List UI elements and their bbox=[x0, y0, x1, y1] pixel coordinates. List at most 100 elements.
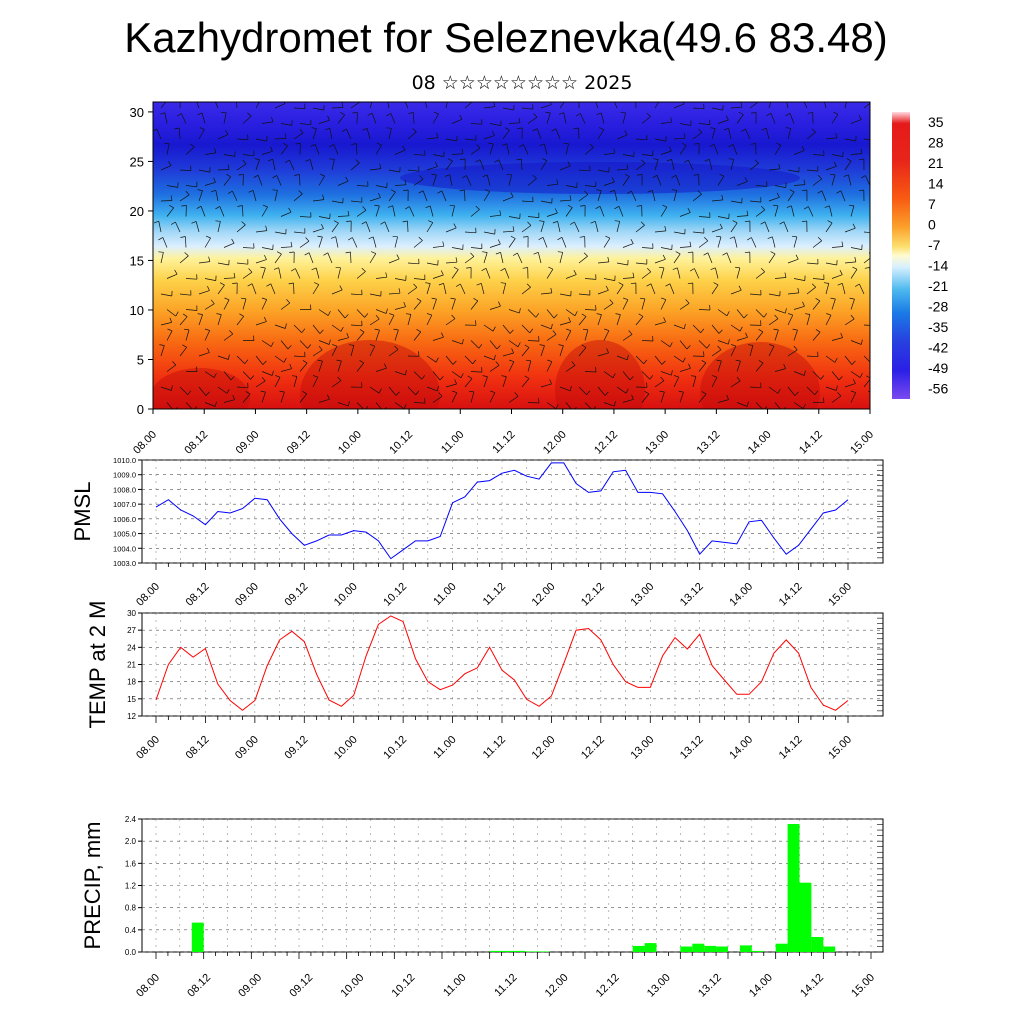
wind-barb bbox=[375, 185, 387, 188]
wind-barb bbox=[768, 196, 780, 202]
wind-barb bbox=[449, 174, 453, 186]
wind-barb-flag bbox=[716, 359, 722, 362]
wind-barb-flag bbox=[523, 236, 529, 238]
y-tick-label: 0.0 bbox=[125, 948, 137, 957]
wind-barb bbox=[578, 347, 587, 357]
wind-barb bbox=[464, 256, 475, 264]
wind-barb-flag bbox=[276, 251, 282, 255]
wind-barb-flag bbox=[244, 359, 249, 364]
wind-barb-flag bbox=[787, 313, 793, 316]
wind-barb-flag bbox=[433, 111, 439, 115]
wind-barb-flag bbox=[453, 266, 459, 270]
wind-barb bbox=[426, 386, 438, 392]
wind-barb-flag bbox=[289, 251, 295, 253]
wind-barb bbox=[356, 185, 369, 187]
wind-barb bbox=[546, 183, 558, 186]
wind-barb-flag bbox=[826, 313, 832, 316]
wind-barb-flag bbox=[206, 347, 210, 353]
wind-barb bbox=[219, 206, 225, 217]
wind-barb-flag bbox=[470, 98, 474, 101]
wind-barb bbox=[540, 221, 545, 233]
wind-barb bbox=[236, 386, 249, 389]
wind-barb bbox=[204, 278, 216, 281]
wind-barb bbox=[650, 283, 656, 295]
wind-barb-flag bbox=[441, 332, 444, 338]
wind-barb bbox=[470, 247, 482, 249]
wind-barb-flag bbox=[849, 297, 855, 300]
wind-barb-flag bbox=[438, 392, 443, 397]
wind-barb-flag bbox=[451, 314, 456, 319]
wind-barb bbox=[261, 299, 268, 310]
wind-barb bbox=[540, 324, 552, 330]
wind-barb bbox=[711, 349, 722, 357]
wind-barb-flag bbox=[760, 320, 762, 326]
wind-barb-flag bbox=[169, 317, 173, 323]
wind-barb-flag bbox=[632, 272, 635, 278]
wind-barb-flag bbox=[694, 143, 700, 145]
wind-barb-flag bbox=[182, 344, 187, 348]
wind-barb bbox=[445, 383, 457, 388]
wind-barb bbox=[561, 237, 567, 248]
wind-barb-flag bbox=[866, 375, 870, 379]
wind-barb-flag bbox=[785, 127, 791, 129]
wind-barb bbox=[261, 340, 272, 347]
wind-barb bbox=[850, 153, 863, 155]
wind-barb bbox=[850, 205, 855, 217]
colorbar bbox=[892, 112, 910, 399]
wind-barb bbox=[312, 284, 320, 295]
wind-barb bbox=[489, 365, 500, 372]
wind-barb-flag bbox=[384, 363, 387, 369]
wind-barb bbox=[274, 190, 278, 202]
y-tick-label: 1007.0 bbox=[113, 500, 136, 509]
wind-barb bbox=[692, 193, 702, 202]
wind-barb bbox=[641, 393, 650, 403]
wind-barb-flag bbox=[197, 189, 203, 191]
wind-barb-flag bbox=[213, 177, 216, 183]
wind-barb-flag bbox=[359, 102, 360, 103]
warm-lobe bbox=[300, 340, 440, 409]
wind-barb-flag bbox=[781, 97, 786, 99]
x-tick-label: 08.12 bbox=[185, 972, 213, 1000]
wind-barb bbox=[654, 321, 666, 326]
wind-barb-flag bbox=[329, 144, 334, 148]
wind-barb bbox=[622, 277, 635, 279]
wind-barb-flag bbox=[740, 102, 743, 108]
wind-barb bbox=[730, 289, 742, 295]
wind-barb-flag bbox=[732, 220, 738, 224]
x-tick-label: 13.12 bbox=[678, 734, 706, 762]
y-tick-label: 1010.0 bbox=[113, 456, 136, 465]
wind-barb bbox=[407, 314, 412, 326]
wind-barb-flag bbox=[524, 375, 530, 379]
wind-barb-flag bbox=[199, 127, 205, 130]
wind-barb bbox=[255, 102, 260, 109]
wind-barb bbox=[261, 150, 273, 155]
wind-barb-flag bbox=[493, 354, 496, 360]
x-tick-label: 14.12 bbox=[777, 581, 805, 609]
wind-barb bbox=[242, 271, 253, 279]
x-tick-label: 12.00 bbox=[530, 734, 558, 762]
wind-barb bbox=[717, 119, 729, 124]
wind-barb-flag bbox=[219, 282, 225, 286]
wind-barb bbox=[527, 360, 532, 372]
wind-barb-flag bbox=[346, 220, 352, 222]
wind-barb bbox=[806, 169, 818, 172]
y-tick-label: 27 bbox=[127, 626, 136, 635]
wind-barb-flag bbox=[777, 388, 781, 394]
wind-barb bbox=[831, 114, 839, 124]
wind-barb bbox=[616, 314, 621, 326]
wind-barb bbox=[698, 362, 707, 372]
wind-barb-flag bbox=[375, 314, 380, 320]
colorbar-label: -42 bbox=[928, 340, 948, 356]
wind-barb-flag bbox=[630, 239, 634, 244]
wind-barb bbox=[863, 257, 870, 264]
wind-barb-flag bbox=[475, 159, 481, 163]
wind-barb-flag bbox=[794, 391, 799, 396]
wind-barb bbox=[749, 102, 759, 109]
wind-barb-flag bbox=[159, 344, 165, 346]
wind-barb bbox=[223, 242, 235, 248]
x-tick-label: 14.00 bbox=[727, 581, 755, 609]
wind-barb-flag bbox=[205, 235, 211, 239]
wind-barb bbox=[831, 246, 844, 248]
wind-barb-flag bbox=[646, 382, 648, 388]
wind-barb-flag bbox=[348, 237, 353, 241]
